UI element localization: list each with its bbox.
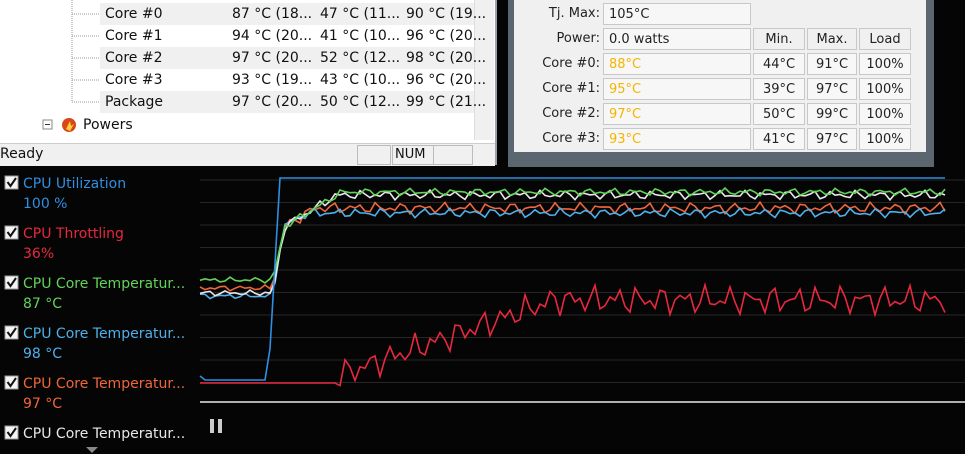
column-header: Load [859, 28, 911, 50]
temperature-trace [199, 206, 946, 300]
sensor-value: 97 °C (20... [232, 50, 313, 66]
sensor-name: Core #3 [105, 72, 163, 88]
sensor-row: Core #0 87 °C (18... 47 °C (11... 90 °C (19… [100, 3, 486, 25]
sensor-value: 99 °C (21... [406, 94, 487, 110]
coretemp-panel: Tj. Max: 105°C Power: 0.0 watts Min. Max. Load… [514, 0, 926, 152]
core-stat: 97°C [807, 78, 857, 100]
core-temp: 93°C [603, 128, 751, 150]
field-value: 0.0 watts [603, 28, 751, 50]
core-stat: 91°C [807, 53, 857, 75]
utilization-trace [199, 177, 945, 381]
core-stat: 41°C [753, 128, 805, 150]
check-mark [6, 277, 17, 288]
status-bar: Ready NUM [0, 143, 495, 166]
graph-panel: CPU Utilization 100 % CPU Throttling 36% CPU… [0, 168, 965, 454]
sensor-value: 94 °C (20... [232, 28, 313, 44]
status-indicator: NUM [392, 145, 434, 165]
core-stat: 97°C [807, 128, 857, 150]
sensor-value: 50 °C (12... [320, 94, 401, 110]
sensor-value: 90 °C (19... [406, 6, 487, 22]
legend-value: 87 °C [23, 296, 62, 312]
core-stat: 99°C [807, 103, 857, 125]
field-value: 105°C [603, 3, 751, 25]
core-temp: 97°C [603, 103, 751, 125]
sensor-window: Core #0 87 °C (18... 47 °C (11... 90 °C (19… [0, 0, 497, 166]
sensor-value: 47 °C (11... [320, 6, 401, 22]
core-label: Core #2: [542, 106, 600, 121]
sensor-row: Core #3 93 °C (19... 43 °C (10... 96 °C (20… [100, 69, 486, 91]
scrollbar[interactable] [474, 0, 494, 140]
legend-name: CPU Utilization [23, 176, 126, 192]
core-stat: 39°C [753, 78, 805, 100]
legend-name: CPU Core Temperatur... [23, 276, 185, 292]
sensor-name: Package [105, 94, 164, 110]
sensor-row: Package 97 °C (20... 50 °C (12... 99 °C (21… [100, 91, 486, 113]
sensor-value: 97 °C (20... [232, 94, 313, 110]
legend-value: 98 °C [23, 346, 62, 362]
core-stat: 50°C [753, 103, 805, 125]
sensor-name: Core #2 [105, 50, 163, 66]
core-label: Core #1: [542, 81, 600, 96]
core-label: Core #3: [542, 131, 600, 146]
sensor-value: 41 °C (10... [320, 28, 401, 44]
column-header: Min. [753, 28, 805, 50]
field-label: Power: [556, 31, 600, 46]
status-text: Ready [0, 146, 44, 162]
sensor-value: 87 °C (18... [232, 6, 313, 22]
sensor-value: 96 °C (20... [406, 72, 487, 88]
tree-group[interactable]: Powers [83, 117, 133, 133]
sensor-name: Core #0 [105, 6, 163, 22]
coretemp-window: Tj. Max: 105°C Power: 0.0 watts Min. Max. Load… [508, 0, 934, 167]
sensor-row: Core #2 97 °C (20... 52 °C (12... 98 °C (20… [100, 47, 486, 69]
status-pane [357, 145, 391, 165]
column-header: Max. [807, 28, 857, 50]
check-mark [6, 327, 17, 338]
sensor-name: Core #1 [105, 28, 163, 44]
check-mark [6, 227, 17, 238]
sensor-value: 96 °C (20... [406, 28, 487, 44]
legend-name: CPU Throttling [23, 226, 124, 242]
core-stat: 100% [859, 53, 911, 75]
check-mark [6, 377, 17, 388]
check-mark [6, 177, 17, 188]
core-stat: 44°C [753, 53, 805, 75]
sensor-value: 93 °C (19... [232, 72, 313, 88]
check-mark [6, 427, 17, 438]
legend-name: CPU Core Temperatur... [23, 426, 185, 442]
status-pane [433, 145, 473, 165]
pause-button[interactable] [218, 419, 222, 433]
legend-value: 100 % [23, 196, 67, 212]
temperature-trace [199, 188, 946, 297]
temperature-trace [199, 200, 946, 292]
tree-lines [42, 0, 100, 132]
legend-value: 97 °C [23, 396, 62, 412]
core-temp: 95°C [603, 78, 751, 100]
core-stat: 100% [859, 78, 911, 100]
sensor-value: 43 °C (10... [320, 72, 401, 88]
throttling-trace [200, 281, 946, 387]
core-stat: 100% [859, 128, 911, 150]
scroll-arrow[interactable] [86, 447, 98, 453]
sensor-value: 98 °C (20... [406, 50, 487, 66]
temperature-trace [199, 186, 946, 284]
core-label: Core #0: [542, 56, 600, 71]
legend-value: 36% [23, 246, 54, 262]
legend-name: CPU Core Temperatur... [23, 326, 185, 342]
sensor-row: Core #1 94 °C (20... 41 °C (10... 96 °C (20… [100, 25, 486, 47]
pause-button[interactable] [210, 419, 214, 433]
core-temp: 88°C [603, 53, 751, 75]
sensor-value: 52 °C (12... [320, 50, 401, 66]
legend-name: CPU Core Temperatur... [23, 376, 185, 392]
core-stat: 100% [859, 103, 911, 125]
field-label: Tj. Max: [548, 6, 600, 21]
